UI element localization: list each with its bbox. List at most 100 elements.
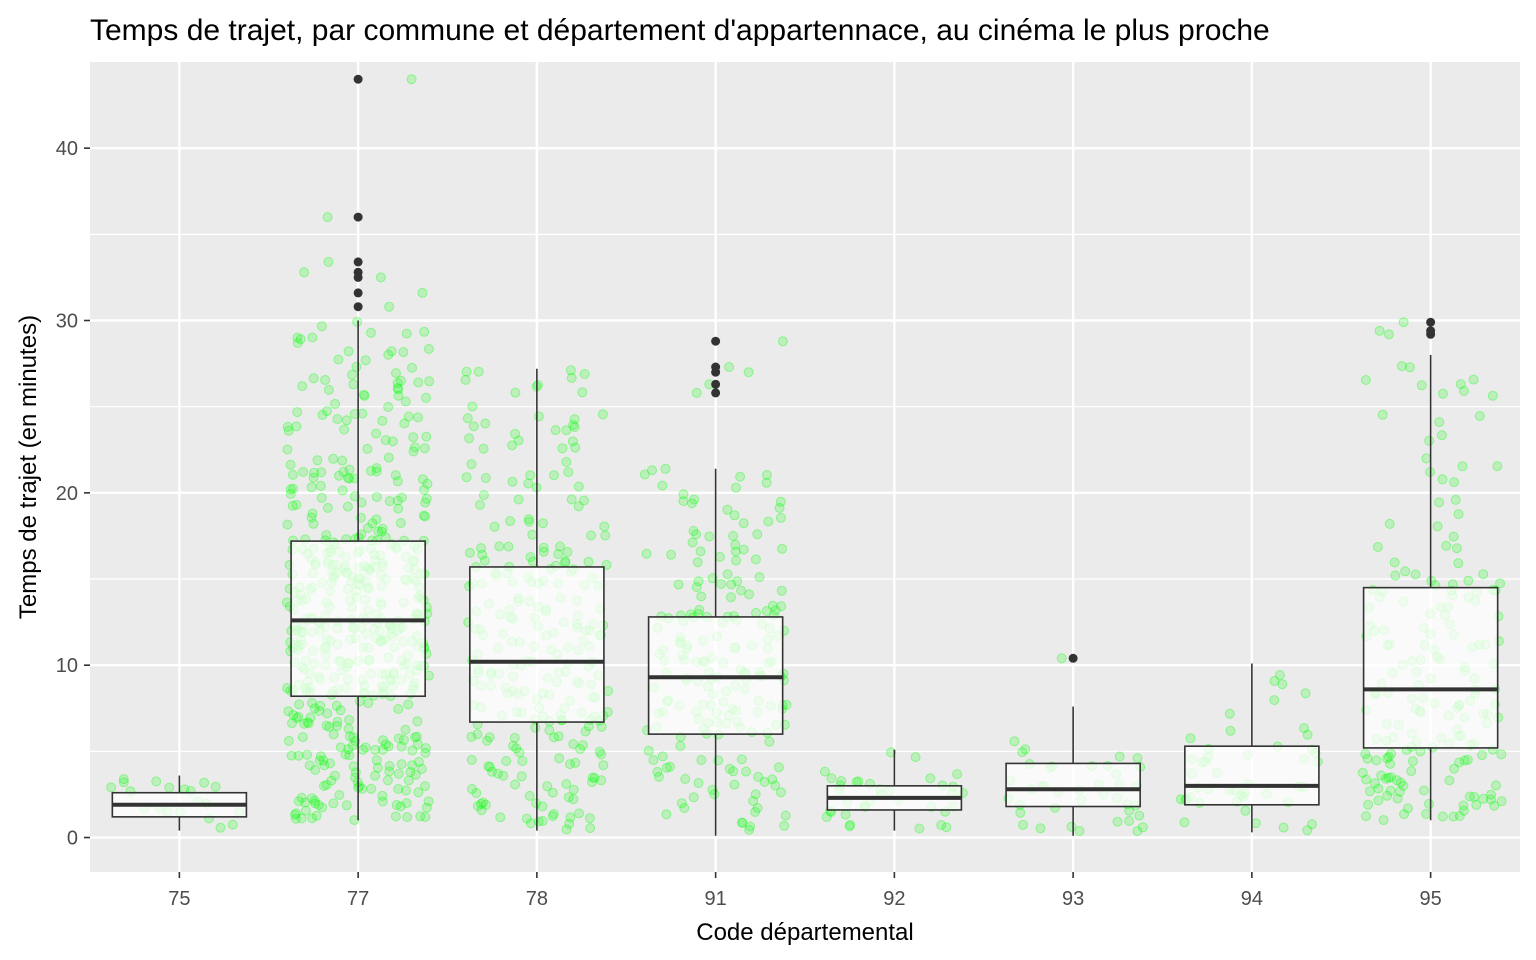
jitter-point [568,784,579,795]
jitter-point [309,703,320,714]
jitter-point [286,750,297,761]
jitter-point [406,74,417,85]
jitter-point [337,455,348,466]
outlier-points [353,74,1436,663]
jitter-point [1451,543,1462,554]
jitter-point [407,745,418,756]
jitter-point [524,516,535,527]
jitter-point [304,760,315,771]
jitter-point [562,547,573,557]
jitter-point [475,499,485,510]
jitter-point [678,496,689,507]
jitter-point [306,512,317,523]
jitter-point [472,801,483,811]
jitter-point [328,729,339,740]
jitter-point [722,504,733,515]
jitter-point [514,747,525,758]
jitter-point [510,387,521,398]
jitter-point [730,546,741,557]
jitter-point [741,766,751,777]
jitter-point [544,725,555,736]
jitter-point [1278,822,1289,833]
box-78 [469,368,605,831]
jitter-point [311,810,322,821]
jitter-point [347,740,358,751]
jitter-point [1464,791,1475,802]
jitter-point [403,775,414,786]
jitter-point [349,409,360,419]
jitter-point [471,788,482,798]
x-tick-label: 93 [1062,888,1084,910]
jitter-point [344,750,355,761]
jitter-point [585,823,596,834]
jitter-point [952,769,963,780]
jitter-point [1373,783,1384,794]
jitter-point [567,436,578,447]
jitter-point [752,803,763,813]
jitter-point [322,406,332,417]
x-axis-title: Code départemental [696,919,913,946]
jitter-point [393,768,404,779]
jitter-point [693,778,704,788]
outlier-point [353,267,363,277]
jitter-point [401,798,412,809]
x-tick-label: 95 [1420,888,1442,910]
jitter-point [352,316,363,327]
jitter-point [420,812,431,822]
jitter-point [501,756,512,766]
jitter-point [413,377,424,388]
jitter-point [461,366,472,377]
jitter-point [359,390,370,401]
jitter-point [354,696,365,707]
jitter-point [407,362,417,373]
jitter-point [1438,388,1448,399]
jitter-point [1374,325,1385,336]
jitter-point [779,820,790,831]
jitter-point [342,501,353,512]
y-tick-label: 0 [67,828,78,850]
jitter-point [752,529,763,540]
jitter-point [285,489,296,499]
jitter-point [754,572,765,583]
jitter-point [538,546,549,557]
jitter-point [587,777,598,788]
jitter-point [343,744,354,755]
jitter-point [1225,725,1236,736]
jitter-point [724,362,735,372]
jitter-point [384,766,395,777]
jitter-point [383,402,394,412]
jitter-point [844,821,855,832]
jitter-point [550,425,561,436]
jitter-point [324,721,335,732]
jitter-point [390,470,401,481]
jitter-point [689,494,700,505]
jitter-point [298,467,309,477]
jitter-point [1269,695,1280,706]
jitter-point [775,787,786,798]
jitter-point [598,760,609,771]
jitter-point [730,539,741,550]
jitter-point [416,763,427,774]
jitter-point [694,604,705,615]
jitter-point [420,743,431,754]
jitter-point [343,346,354,357]
jitter-point [1112,816,1123,827]
jitter-point [396,759,407,770]
jitter-point [215,822,226,833]
jitter-point [845,819,856,830]
jitter-point [467,784,477,794]
jitter-point [821,812,832,822]
jitter-point [586,530,597,541]
jitter-point [1385,758,1396,769]
jitter-point [750,554,761,565]
jitter-point [419,326,430,337]
outlier-point [353,257,363,267]
outlier-point [353,212,363,222]
jitter-point [476,543,487,554]
jitter-point [420,747,431,758]
jitter-point [1385,785,1396,796]
jitter-point [1300,688,1311,699]
jitter-point [310,798,321,809]
jitter-point [759,776,770,787]
jitter-point [377,790,388,801]
